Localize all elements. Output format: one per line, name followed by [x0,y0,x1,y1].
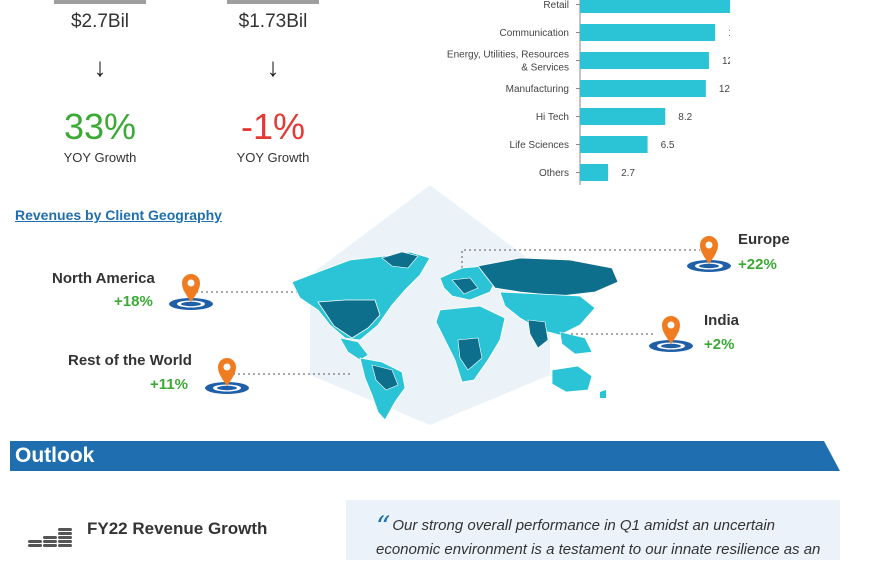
kpi-header-bar [54,0,146,4]
region-growth-rest-of-world: +11% [150,376,188,393]
value-label: 13 [728,28,730,39]
region-growth-europe: +22% [738,256,777,273]
category-label: Others [539,168,569,179]
chart-bar [580,24,716,41]
outlook-banner [10,441,840,471]
coins-icon [28,528,72,547]
quote-mark-icon: “ [376,510,391,543]
chart-bar [580,108,666,125]
category-label: Life Sciences [510,140,569,151]
map-pin-icon [649,316,693,352]
map-pin-icon [687,236,731,272]
revenue-growth-label: FY22 Revenue Growth [87,519,268,538]
value-label: 2.7 [621,168,635,179]
value-label: 6.5 [661,140,675,151]
kpi-header-bar [227,0,319,4]
kpi-revenue-value: $1.73Bil [238,11,308,32]
chart-bar [580,136,648,153]
arrow-down-icon: ↓ [93,52,107,82]
region-name-north-america: North America [52,270,155,287]
chart-bar [580,0,730,13]
region-name-india: India [704,312,740,329]
kpi-growth-label: YOY Growth [236,150,310,165]
value-label: 12.4 [722,56,730,67]
chart-bar [580,80,706,97]
map-pin-icon [205,358,249,394]
industry-bar-chart: Retail14.8Communication13Energy, Utiliti… [447,0,730,185]
chart-bar [580,164,609,181]
value-label: 12.1 [719,84,730,95]
chart-bar [580,52,709,69]
kpi-growth-percent: -1% [240,106,306,147]
kpi-growth-label: YOY Growth [63,150,137,165]
category-label: Retail [543,0,569,11]
world-map [196,249,700,421]
region-name-rest-of-world: Rest of the World [68,352,192,369]
map-pin-icon [169,274,213,310]
geography-section-title: Revenues by Client Geography [15,207,222,223]
region-growth-india: +2% [704,336,735,353]
category-label: Hi Tech [536,112,569,123]
region-growth-north-america: +18% [114,293,153,310]
quote-text: Our strong overall performance in Q1 ami… [376,517,821,558]
kpi-revenue-value: $2.7Bil [70,11,130,32]
outlook-section-title: Outlook [15,444,95,467]
category-label: Manufacturing [506,84,569,95]
category-label: Communication [500,28,569,39]
category-label: & Services [521,63,569,74]
value-label: 8.2 [678,112,692,123]
region-name-europe: Europe [738,231,790,248]
category-label: Energy, Utilities, Resources [447,50,569,61]
arrow-down-icon: ↓ [266,52,280,82]
quote-text-block: “Our strong overall performance in Q1 am… [376,513,826,561]
kpi-growth-percent: 33% [63,106,137,147]
